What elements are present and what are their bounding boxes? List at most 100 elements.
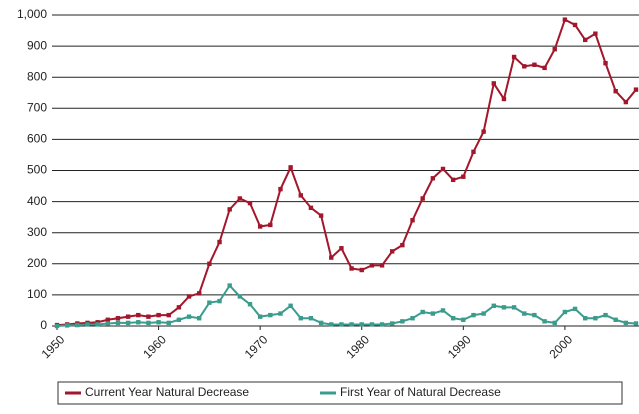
point <box>318 320 324 326</box>
point <box>583 37 588 43</box>
point <box>572 306 578 312</box>
point <box>156 312 161 318</box>
point <box>440 166 446 172</box>
point <box>339 246 344 251</box>
y-tick-label: 600 <box>27 132 47 146</box>
point <box>349 266 354 271</box>
point <box>166 320 171 326</box>
point <box>278 186 283 192</box>
y-tick-label: 400 <box>27 194 47 208</box>
point <box>268 222 273 228</box>
point <box>522 311 527 316</box>
point <box>450 316 456 321</box>
point <box>430 311 436 316</box>
point <box>197 291 202 296</box>
point <box>75 322 80 328</box>
legend-box <box>57 381 623 405</box>
point <box>329 322 334 327</box>
point <box>115 320 121 326</box>
point <box>461 317 466 322</box>
point <box>379 322 385 327</box>
point <box>176 305 182 310</box>
point <box>288 165 293 170</box>
point <box>227 207 232 212</box>
point <box>237 196 243 201</box>
point <box>410 316 415 321</box>
point <box>481 311 486 316</box>
point <box>542 319 547 324</box>
point <box>379 263 385 268</box>
legend-label: Current Year Natural Decrease <box>85 385 249 399</box>
point <box>501 305 507 310</box>
point <box>105 321 110 326</box>
point <box>146 320 151 326</box>
point <box>542 65 547 71</box>
point <box>461 174 466 179</box>
point <box>623 99 629 105</box>
point <box>115 316 121 321</box>
point <box>511 305 517 310</box>
point <box>603 312 608 318</box>
point <box>613 88 618 94</box>
x-tick-label: 2000 <box>546 332 575 361</box>
y-tick-label: 200 <box>27 256 47 270</box>
point <box>400 319 405 324</box>
point <box>420 309 425 315</box>
point <box>390 249 395 254</box>
point <box>593 316 598 321</box>
legend-label: First Year of Natural Decrease <box>340 385 501 399</box>
y-tick-label: 1,000 <box>17 7 47 21</box>
point <box>125 320 131 326</box>
point <box>64 323 70 328</box>
point <box>633 87 639 92</box>
y-tick-label: 100 <box>27 287 47 301</box>
point <box>410 218 415 223</box>
point <box>339 322 344 327</box>
point <box>552 47 557 52</box>
y-tick-label: 300 <box>27 225 47 239</box>
x-tick-label: 1980 <box>343 332 372 361</box>
point <box>207 300 212 305</box>
point <box>491 303 496 308</box>
y-tick-label: 700 <box>27 100 47 114</box>
point <box>237 294 243 299</box>
point <box>54 323 60 329</box>
point <box>268 312 273 318</box>
point <box>603 61 608 66</box>
point <box>207 261 212 266</box>
point <box>247 200 253 206</box>
y-tick-label: 800 <box>27 69 47 83</box>
point <box>359 322 364 327</box>
point <box>278 311 283 316</box>
point <box>633 321 639 326</box>
point <box>136 320 141 325</box>
point <box>146 314 151 319</box>
point <box>136 312 141 318</box>
point <box>217 239 222 245</box>
point <box>105 317 110 322</box>
point <box>85 322 90 327</box>
point <box>471 149 476 155</box>
point <box>308 316 314 321</box>
point <box>522 64 527 69</box>
point <box>186 294 192 299</box>
point <box>176 317 182 322</box>
point <box>562 309 568 315</box>
series-line <box>56 283 637 327</box>
point <box>583 316 588 321</box>
point <box>481 129 486 134</box>
x-tick-label: 1960 <box>140 332 169 361</box>
point <box>511 54 517 60</box>
point <box>400 242 405 248</box>
point <box>318 213 324 218</box>
point <box>552 320 557 326</box>
point <box>430 176 436 181</box>
point <box>329 255 334 260</box>
x-tick-label: 1950 <box>39 332 68 361</box>
point <box>298 193 303 198</box>
point <box>227 283 232 288</box>
series-line <box>56 18 637 327</box>
point <box>308 205 314 211</box>
point <box>247 302 253 307</box>
